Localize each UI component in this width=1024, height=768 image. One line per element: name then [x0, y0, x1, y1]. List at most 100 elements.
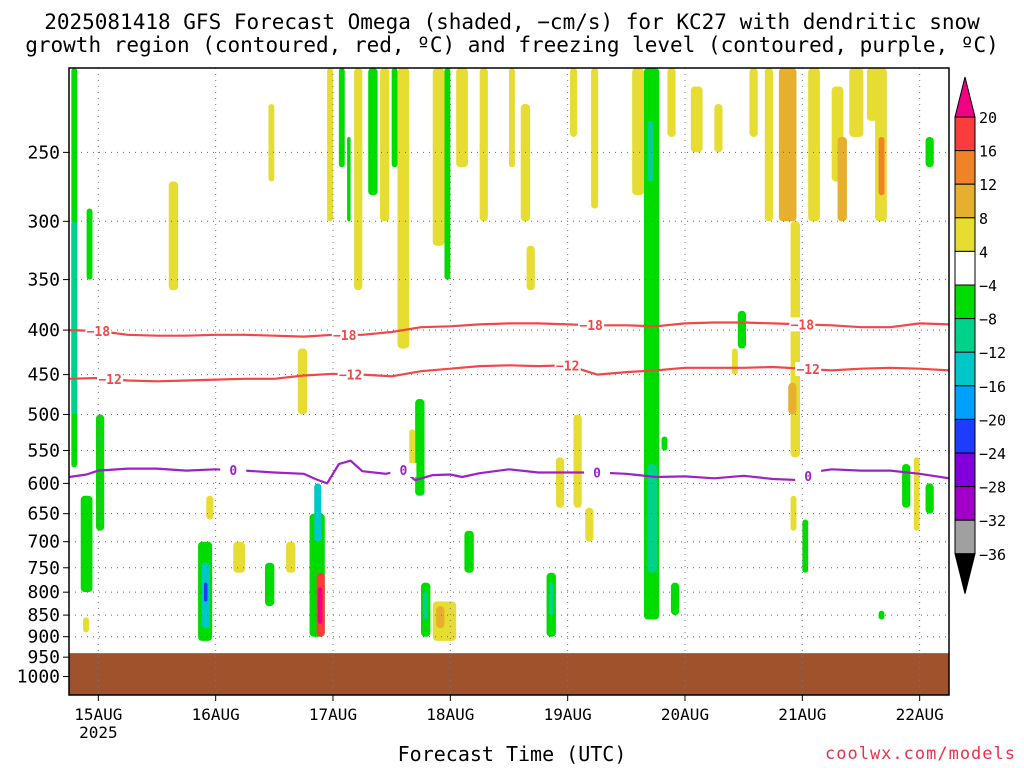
omega-cell — [925, 136, 934, 168]
omega-cell — [790, 495, 797, 531]
omega-cell — [83, 617, 89, 633]
omega-cell — [80, 495, 93, 593]
y-tick-label: 500 — [27, 404, 60, 425]
colorbar-label: −24 — [979, 445, 1006, 463]
omega-cell — [520, 104, 531, 222]
y-tick-label: 800 — [27, 582, 60, 603]
colorbar-box — [954, 318, 976, 353]
omega-cell — [432, 68, 445, 246]
y-tick-label: 600 — [27, 473, 60, 494]
omega-cell — [925, 483, 934, 514]
omega-cell — [591, 68, 599, 209]
omega-cell — [423, 592, 429, 620]
omega-cell — [338, 68, 345, 168]
contour-label: 0 — [229, 464, 237, 479]
contour-label-bg — [554, 358, 581, 373]
omega-cell — [368, 68, 378, 196]
y-tick-label: 350 — [27, 270, 60, 291]
omega-cell — [391, 68, 398, 168]
omega-cell — [878, 610, 885, 620]
omega-cell — [464, 530, 474, 573]
colorbar-box — [954, 116, 976, 152]
omega-cell — [647, 120, 654, 182]
y-tick-label: 550 — [27, 441, 60, 462]
omega-cell — [327, 68, 333, 222]
omega-cell — [714, 104, 723, 153]
colorbar-label: 8 — [979, 210, 988, 228]
y-tick-label: 700 — [27, 532, 60, 553]
x-tick-label: 17AUG — [309, 705, 357, 724]
colorbar-label: −8 — [979, 311, 997, 329]
y-tick-label: 950 — [27, 647, 60, 668]
omega-cell — [788, 382, 797, 415]
omega-cell — [415, 399, 425, 496]
ground-fill — [69, 653, 949, 695]
contour-label-bg — [97, 371, 124, 386]
x-axis-title: Forecast Time (UTC) — [397, 742, 627, 766]
omega-cell — [86, 208, 93, 280]
omega-cell — [168, 181, 179, 291]
chart-title-line2: growth region (contoured, red, ºC) and f… — [25, 33, 999, 57]
colorbar-box — [954, 183, 976, 219]
contour-line--18 — [69, 321, 949, 338]
contour-label: 0 — [804, 470, 812, 485]
contour-label-bg — [220, 463, 247, 478]
y-tick-label: 300 — [27, 211, 60, 232]
y-tick-label: 650 — [27, 504, 60, 525]
omega-cell — [379, 68, 390, 222]
omega-cell — [233, 541, 245, 573]
omega-cell — [206, 495, 214, 520]
omega-cell — [314, 483, 322, 542]
omega-cell — [526, 245, 535, 291]
contour-layer: −18 −18 −18 −18 −12 −12 −12 −12 0 0 0 0 — [69, 317, 949, 485]
colorbar-label: −16 — [979, 378, 1006, 396]
contour-label: −12 — [339, 368, 362, 383]
omega-cell — [667, 68, 676, 137]
omega-cell — [902, 464, 911, 508]
omega-cell — [95, 414, 105, 531]
omega-cell — [690, 86, 703, 153]
colorbar-box — [954, 519, 976, 555]
contour-label-bg — [795, 469, 822, 484]
omega-cell — [778, 68, 797, 222]
omega-cell — [808, 68, 820, 222]
omega-cell — [456, 68, 468, 168]
contour-label: −12 — [98, 373, 121, 388]
colorbar-box — [954, 351, 976, 387]
y-axis: 2503003504004505005506006507007508008509… — [17, 142, 69, 688]
omega-cell — [573, 414, 582, 508]
omega-cell — [409, 429, 416, 471]
omega-cell — [585, 507, 594, 542]
omega-cell — [444, 68, 451, 280]
omega-cell — [802, 519, 809, 573]
contour-label-bg — [789, 317, 816, 332]
x-tick-label: 18AUG — [426, 705, 474, 724]
colorbar-box — [954, 250, 976, 286]
omega-cell — [913, 457, 920, 531]
colorbar-label: 4 — [979, 243, 988, 261]
colorbar-label: −12 — [979, 344, 1006, 362]
x-tick-label: 16AUG — [192, 705, 240, 724]
y-tick-label: 900 — [27, 627, 60, 648]
omega-cell — [790, 221, 800, 458]
omega-cell — [670, 582, 680, 616]
y-tick-label: 450 — [27, 365, 60, 386]
omega-cell — [479, 68, 488, 222]
omega-cell — [749, 68, 758, 137]
omega-cell — [647, 464, 657, 573]
colorbar-bottom-arrow — [954, 553, 976, 594]
y-tick-label: 850 — [27, 605, 60, 626]
omega-cell — [555, 457, 565, 508]
omega-cell — [878, 136, 885, 196]
omega-cell — [203, 582, 208, 602]
omega-cell — [317, 587, 323, 624]
omega-cell — [297, 348, 308, 415]
colorbar-top-arrow — [954, 76, 976, 118]
omega-cell — [354, 68, 363, 291]
contour-label-bg — [795, 362, 822, 377]
contour-label: −18 — [87, 325, 111, 340]
colorbar-label: −28 — [979, 479, 1006, 497]
colorbar-label: −4 — [979, 277, 997, 295]
omega-cell — [397, 68, 410, 349]
x-tick-label: 21AUG — [778, 705, 826, 724]
